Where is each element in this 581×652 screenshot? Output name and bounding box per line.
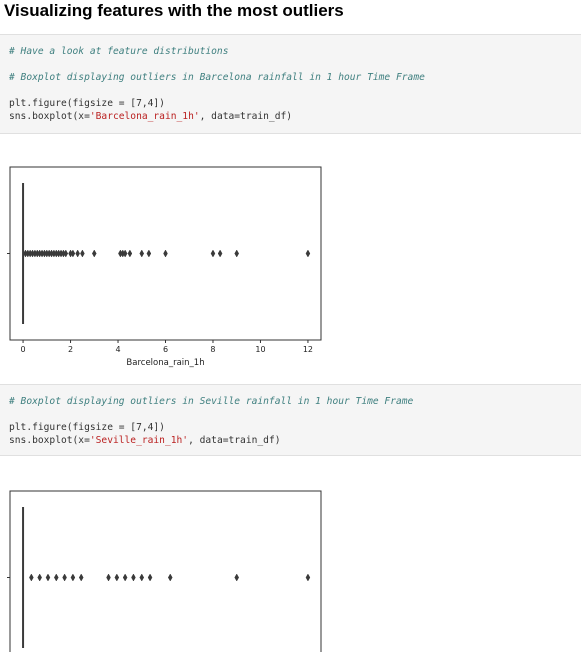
- outlier-point: [114, 573, 120, 582]
- outlier-point: [217, 249, 223, 258]
- outlier-point: [37, 573, 42, 582]
- code-comment: # Boxplot displaying outliers in Seville…: [9, 396, 414, 407]
- boxplot-chart-barcelona: 0 2 4 6 8 10 12 Barcelona_rain_1h: [7, 166, 322, 368]
- outlier-point: [122, 249, 128, 258]
- code-line: plt.figure(figsize = [7,4]): [9, 422, 165, 434]
- outlier-point: [54, 573, 59, 582]
- outlier-point: [80, 249, 85, 258]
- code-line: sns.boxplot(x='Barcelona_rain_1h', data=…: [9, 111, 292, 123]
- outlier-point: [75, 249, 80, 258]
- code-text: sns.boxplot(x=: [9, 111, 90, 122]
- x-tick-label: 4: [115, 345, 120, 354]
- code-line: plt.figure(figsize = [7,4]): [9, 98, 165, 110]
- outlier-point: [122, 573, 128, 582]
- outlier-point: [78, 573, 84, 582]
- outlier-point: [29, 573, 34, 582]
- code-text: sns.boxplot(x=: [9, 435, 90, 446]
- boxplot-figure-1: 0 2 4 6 8 10 12 Barcelona_rain_1h: [0, 160, 340, 375]
- section-heading: Visualizing features with the most outli…: [4, 1, 344, 20]
- code-string: 'Barcelona_rain_1h': [89, 111, 200, 122]
- code-comment: # Have a look at feature distributions: [9, 46, 229, 57]
- outlier-point: [131, 573, 136, 582]
- outlier-point: [45, 573, 51, 582]
- code-comment: # Boxplot displaying outliers in Barcelo…: [9, 72, 425, 83]
- x-tick-label: 6: [163, 345, 168, 354]
- code-text: , data=train_df): [188, 435, 281, 446]
- outlier-point: [305, 573, 311, 582]
- code-text: plt.figure(figsize = [7,4]): [9, 98, 165, 109]
- x-tick-label: 12: [303, 345, 313, 354]
- outlier-point: [106, 573, 111, 582]
- x-tick-label: 10: [255, 345, 265, 354]
- outlier-point: [147, 573, 153, 582]
- boxplot-figure-2: [0, 484, 340, 652]
- code-text: plt.figure(figsize = [7,4]): [9, 422, 165, 433]
- outlier-point: [63, 249, 69, 258]
- outlier-point: [305, 249, 311, 258]
- outlier-point: [91, 249, 97, 258]
- code-line: sns.boxplot(x='Seville_rain_1h', data=tr…: [9, 435, 281, 447]
- code-string: 'Seville_rain_1h': [89, 435, 189, 446]
- outlier-point: [210, 249, 216, 258]
- outlier-point: [70, 573, 76, 582]
- code-cell-2[interactable]: # Boxplot displaying outliers in Seville…: [0, 384, 581, 456]
- outlier-point: [163, 249, 168, 258]
- outlier-point: [234, 573, 240, 582]
- outlier-point: [62, 573, 67, 582]
- outlier-point: [167, 573, 173, 582]
- boxplot-chart-seville: [7, 490, 322, 652]
- code-cell-1[interactable]: # Have a look at feature distributions #…: [0, 34, 581, 134]
- axes-frame: [9, 490, 322, 652]
- outlier-point: [70, 249, 76, 258]
- x-tick-label: 2: [68, 345, 73, 354]
- outlier-point: [127, 249, 133, 258]
- code-text: , data=train_df): [199, 111, 293, 122]
- outlier-point: [146, 249, 152, 258]
- outlier-point: [234, 249, 240, 258]
- outlier-point: [139, 573, 145, 582]
- x-axis-label: Barcelona_rain_1h: [126, 358, 204, 368]
- outlier-point: [139, 249, 145, 258]
- x-tick-label: 0: [21, 345, 26, 354]
- x-tick-label: 8: [210, 345, 215, 354]
